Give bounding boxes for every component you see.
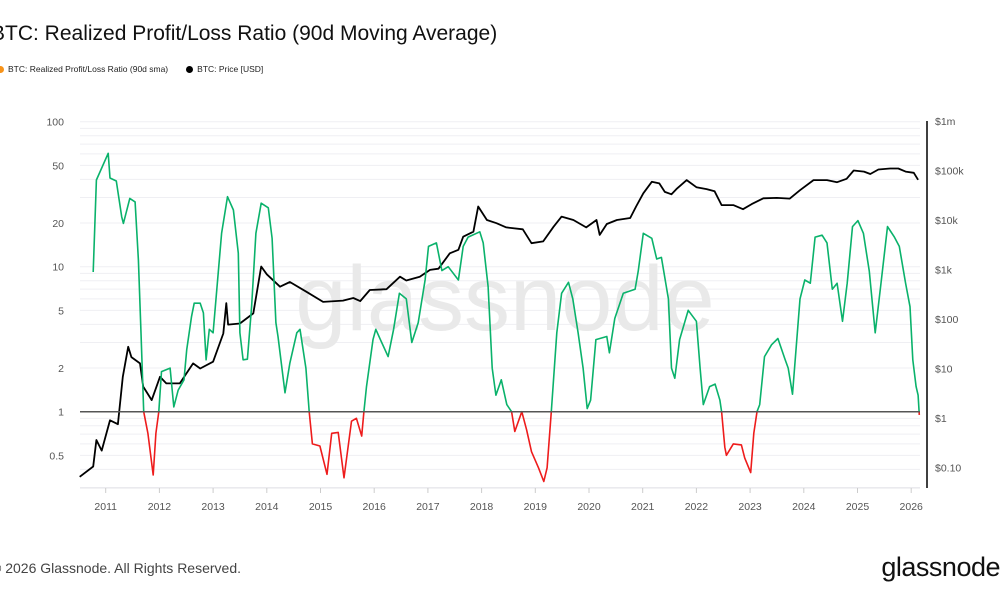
copyright-footer: © 2026 Glassnode. All Rights Reserved. <box>0 560 242 576</box>
glassnode-logo: glassnode <box>881 552 1000 582</box>
y-right-tick-label: $100 <box>935 314 959 326</box>
y-left-tick-label: 2 <box>58 363 64 375</box>
chart-title: BTC: Realized Profit/Loss Ratio (90d Mov… <box>0 22 498 45</box>
y-right-tick-label: $1m <box>935 116 956 128</box>
legend: BTC: Realized Profit/Loss Ratio (90d sma… <box>0 64 263 74</box>
x-tick-label: 2023 <box>738 501 762 513</box>
x-tick-label: 2012 <box>148 501 172 513</box>
price-line <box>79 167 919 478</box>
x-tick-label: 2015 <box>309 501 333 513</box>
y-left-tick-label: 0.5 <box>49 450 64 462</box>
legend-label-price: BTC: Price [USD] <box>197 64 264 74</box>
x-tick-label: 2022 <box>685 501 709 513</box>
y-left-tick-label: 10 <box>52 262 64 274</box>
y-right-tick-label: $0.10 <box>935 463 961 475</box>
x-tick-label: 2020 <box>577 501 601 513</box>
x-tick-label: 2019 <box>524 501 548 513</box>
x-tick-label: 2014 <box>255 501 279 513</box>
x-tick-label: 2026 <box>900 501 924 513</box>
legend-item-price[interactable]: BTC: Price [USD] <box>186 64 263 74</box>
y-left-tick-label: 50 <box>52 160 64 172</box>
legend-dot-ratio <box>0 65 4 73</box>
y-right-tick-label: $1k <box>935 265 953 277</box>
x-tick-label: 2016 <box>363 501 387 513</box>
watermark: glassnode <box>295 248 714 350</box>
y-left-tick-label: 5 <box>58 305 64 317</box>
y-left-tick-label: 100 <box>46 117 64 129</box>
y-right-tick-label: $10 <box>935 364 953 376</box>
x-tick-label: 2024 <box>792 501 816 513</box>
y-right-tick-label: $10k <box>935 215 959 227</box>
y-left-tick-label: 20 <box>52 218 64 230</box>
x-tick-label: 2021 <box>631 501 655 513</box>
y-right-tick-label: $1 <box>935 413 947 425</box>
legend-item-ratio[interactable]: BTC: Realized Profit/Loss Ratio (90d sma… <box>0 64 168 74</box>
x-tick-label: 2017 <box>416 501 440 513</box>
y-right-tick-label: $100k <box>935 166 964 178</box>
x-tick-label: 2018 <box>470 501 494 513</box>
x-tick-label: 2011 <box>94 501 117 513</box>
x-tick-label: 2013 <box>201 501 225 513</box>
x-tick-label: 2025 <box>846 501 870 513</box>
ratio-line-profit <box>92 152 920 412</box>
legend-label-ratio: BTC: Realized Profit/Loss Ratio (90d sma… <box>8 64 169 74</box>
y-left-tick-label: 1 <box>58 407 64 419</box>
legend-dot-price <box>186 65 194 73</box>
